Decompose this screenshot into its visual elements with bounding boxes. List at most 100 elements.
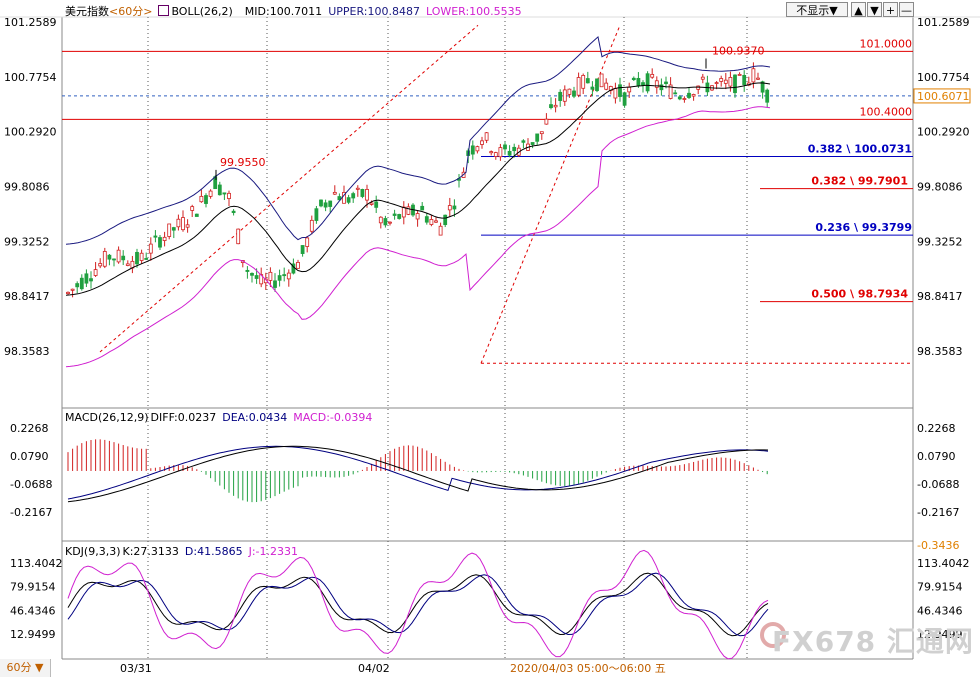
y-tick-left: 100.2920 [4, 126, 57, 139]
candle-body [167, 223, 172, 237]
candle-body [286, 272, 291, 280]
boll-indicator[interactable]: BOLL(26,2) [158, 5, 238, 18]
up-arrow-button[interactable]: ▲ [851, 2, 866, 17]
macd-diff: DIFF:0.0237 [150, 411, 217, 424]
candle-body [636, 77, 641, 86]
candle-body [208, 190, 213, 197]
candle-body [484, 132, 489, 141]
candle-body [360, 189, 365, 197]
candle-body [576, 77, 581, 96]
zoom-in-button[interactable]: + [883, 2, 898, 17]
candle-body [415, 213, 420, 220]
candle-body [199, 195, 204, 203]
candle-body [443, 214, 448, 226]
macd-y-tick-left: 0.0790 [10, 450, 49, 463]
candle-body [374, 201, 379, 208]
candle-body [714, 82, 719, 84]
candle-body [682, 98, 687, 100]
y-tick-left: 101.2589 [4, 16, 57, 29]
candle-body [723, 79, 728, 84]
candle-body [627, 86, 632, 93]
candle-body [125, 263, 130, 266]
current-price-label: 100.6071 [917, 90, 970, 103]
fib-label: 101.0000 [860, 37, 913, 50]
period-selector[interactable]: <60分>60分 ▼ [0, 659, 51, 677]
candle-body [121, 255, 126, 261]
candle-body [562, 89, 567, 102]
candle-body [581, 75, 586, 89]
y-tick-right: 99.3252 [917, 235, 963, 248]
candle-body [742, 74, 747, 85]
y-tick-left: 100.7754 [4, 71, 57, 84]
kdj-y-tick-right: 46.4346 [917, 604, 963, 617]
y-tick-right: 101.2589 [917, 16, 970, 29]
y-tick-right: 99.8086 [917, 181, 963, 194]
candle-body [654, 80, 659, 88]
candle-body [245, 269, 250, 272]
y-tick-left: 99.8086 [4, 181, 50, 194]
candle-body [733, 74, 737, 94]
candle-body [691, 94, 696, 97]
y-tick-right: 98.8417 [917, 290, 963, 303]
hide-dropdown-button[interactable]: 不显示▼ [786, 2, 848, 17]
candle-body [512, 146, 517, 152]
macd-panel[interactable] [67, 439, 769, 503]
candle-body [553, 104, 558, 108]
candle-body [696, 85, 701, 90]
crosshair-time-label: 2020/04/03 05:00～06:00 五 [510, 662, 666, 675]
candle-body [309, 219, 314, 232]
candle-body [668, 84, 673, 99]
kdj-y-tick-right: 79.9154 [917, 581, 963, 594]
down-arrow-button[interactable]: ▼ [867, 2, 882, 17]
candle-body [388, 221, 392, 224]
zoom-out-button[interactable]: — [899, 2, 914, 17]
period-tag: <60分> [109, 5, 153, 18]
fib-label: 0.500 \ 98.7934 [811, 288, 908, 301]
candle-body [194, 213, 199, 217]
candle-body [470, 145, 475, 155]
macd-header: MACD(26,12,9) DIFF:0.0237 DEA:0.0434 MACD:-… [65, 411, 378, 424]
fib-label: 0.236 \ 99.3799 [815, 221, 912, 234]
axis-labels: 101.2589 101.2589 100.7754 100.7754 100.2920… [4, 16, 970, 675]
kdj-j: J:-1.2331 [248, 545, 299, 558]
y-tick-left: 98.8417 [4, 290, 50, 303]
candle-body [369, 202, 374, 205]
candle-body [176, 218, 181, 228]
candle-body [79, 277, 84, 290]
macd-extra-tick: -0.3436 [917, 539, 959, 552]
boll-upper: UPPER:100.8487 [328, 5, 420, 18]
candle-body [346, 197, 351, 203]
candle-body [751, 68, 756, 83]
kdj-k: K:27.3133 [122, 545, 179, 558]
main-price-panel[interactable]: 101.0000 100.4000 0.382 \ 100.0731 0.382 \ … [62, 24, 971, 368]
macd-diff-line [67, 445, 769, 500]
kdj-panel[interactable] [67, 549, 769, 660]
candle-body [622, 92, 627, 106]
candle-body [645, 73, 650, 92]
y-tick-right: 100.7754 [917, 71, 970, 84]
candle-body [452, 205, 457, 210]
candle-body [687, 92, 691, 98]
trend-line [480, 25, 621, 364]
candle-body [567, 88, 572, 95]
boll-mid: MID:100.7011 [244, 5, 323, 18]
candle-body [355, 187, 360, 190]
macd-dea-line [67, 445, 769, 503]
y-tick-left: 99.3252 [4, 235, 50, 248]
candle-body [158, 237, 162, 248]
candle-body [429, 219, 434, 225]
candle-body [664, 81, 668, 85]
candle-body [737, 73, 742, 76]
candle-body [217, 184, 222, 196]
candle-body [89, 278, 93, 282]
candle-body [535, 133, 540, 142]
current-price-box [913, 88, 971, 104]
candle-body [641, 82, 645, 86]
candle-body [719, 78, 724, 82]
candle-body [102, 251, 107, 267]
candle-body [503, 144, 507, 150]
candle-body [493, 152, 498, 157]
candle-body [98, 263, 103, 267]
candle-body [659, 84, 664, 91]
candle-body [300, 245, 305, 254]
